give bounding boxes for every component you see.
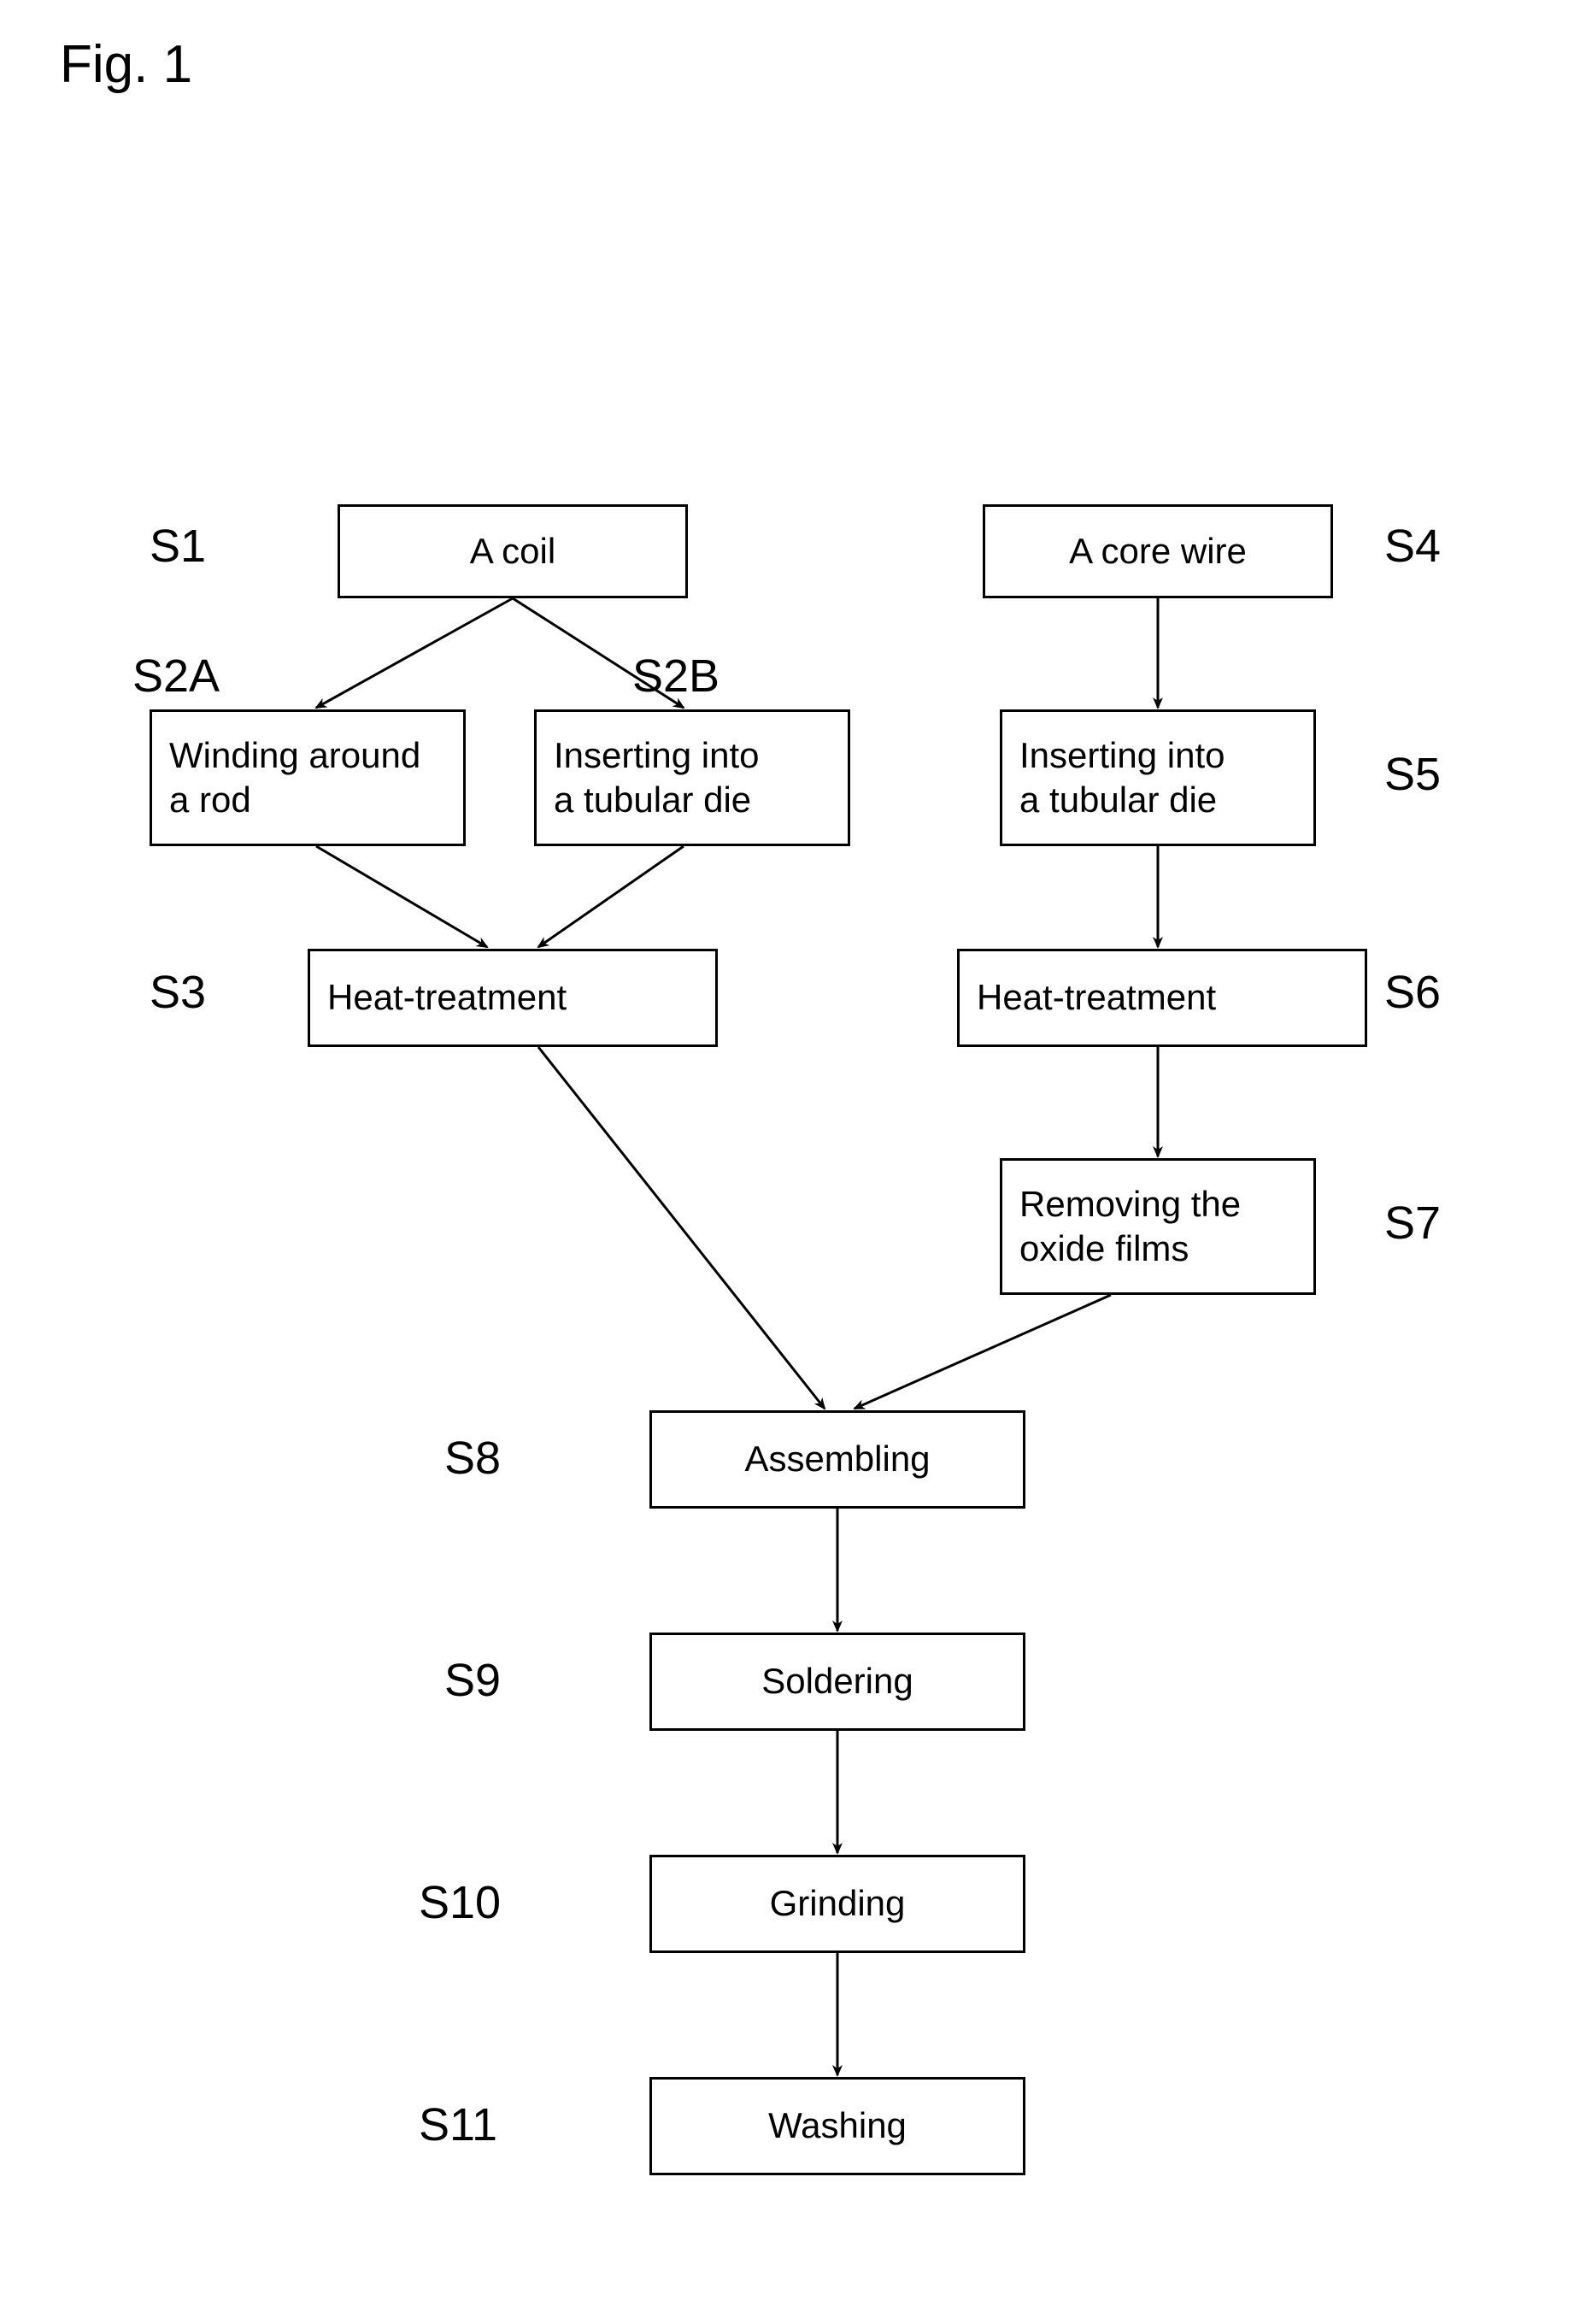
flowchart-label-s10: S10 [419, 1876, 501, 1929]
flowchart-node-s10: Grinding [649, 1855, 1025, 1953]
flowchart-node-s4: A core wire [983, 504, 1333, 598]
flowchart-label-s9: S9 [444, 1654, 501, 1707]
flowchart-node-s1: A coil [338, 504, 688, 598]
flowchart-label-s5: S5 [1384, 748, 1441, 801]
flowchart-node-s2a: Winding arounda rod [150, 709, 466, 846]
edge-s2a-to-s3 [316, 846, 487, 947]
flowchart-node-s8: Assembling [649, 1410, 1025, 1509]
flowchart-node-s6: Heat-treatment [957, 949, 1367, 1047]
edge-s2b-to-s3 [538, 846, 684, 947]
flowchart-label-s8: S8 [444, 1432, 501, 1485]
flowchart-label-s3: S3 [150, 966, 206, 1019]
flowchart-node-s9: Soldering [649, 1633, 1025, 1731]
edge-s7-to-s8 [855, 1295, 1111, 1409]
edge-s1-to-s2a [316, 598, 513, 708]
flowchart-node-s5: Inserting intoa tubular die [1000, 709, 1316, 846]
flowchart-label-s11: S11 [419, 2098, 497, 2151]
flowchart-node-s11: Washing [649, 2077, 1025, 2175]
flowchart-node-s2b: Inserting intoa tubular die [534, 709, 850, 846]
flowchart-label-s2b: S2B [632, 650, 720, 703]
flowchart-label-s2a: S2A [132, 650, 220, 703]
edge-s3-to-s8 [538, 1047, 825, 1409]
flowchart-label-s1: S1 [150, 520, 206, 573]
figure-title: Fig. 1 [60, 34, 192, 95]
flowchart-label-s4: S4 [1384, 520, 1441, 573]
flowchart-label-s6: S6 [1384, 966, 1441, 1019]
flowchart-node-s3: Heat-treatment [308, 949, 718, 1047]
flowchart-arrows [0, 0, 1580, 2324]
flowchart-node-s7: Removing theoxide films [1000, 1158, 1316, 1295]
flowchart-label-s7: S7 [1384, 1197, 1441, 1250]
